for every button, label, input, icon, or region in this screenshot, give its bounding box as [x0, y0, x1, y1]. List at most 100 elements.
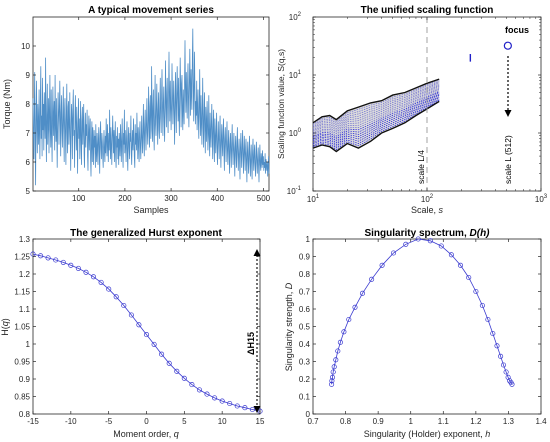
y-tick-label: 1.05: [14, 323, 30, 332]
scaling-curve-q: [312, 79, 440, 125]
y-axis-label: H(q): [0, 318, 10, 336]
spectrum-series-line: [331, 238, 513, 385]
focus-point-marker: [503, 41, 512, 50]
spectrum-point: [509, 381, 515, 387]
y-tick-label: 1.25: [14, 253, 30, 262]
x-axis-label-text: Scale,: [411, 205, 439, 215]
x-tick-label: 102: [421, 194, 434, 204]
hurst-point: [151, 341, 157, 347]
y-tick-label: 0.9: [19, 375, 31, 384]
scaling-curve-q: [312, 84, 440, 131]
spectrum-point: [337, 339, 343, 345]
hurst-point: [159, 351, 165, 357]
hurst-point: [219, 398, 225, 404]
series-group: [329, 236, 515, 387]
hurst-point: [227, 400, 233, 407]
x-tick-label: 1.1: [438, 417, 450, 426]
hurst-point: [249, 406, 255, 413]
focus-marks: [469, 41, 512, 62]
x-tick-label: 103: [535, 194, 548, 204]
y-axis-ticks: 5 6 7 8 9 10: [21, 42, 269, 196]
x-tick-label: 0.8: [340, 417, 352, 426]
x-tick-label: 101: [307, 194, 320, 204]
x-tick-label: 300: [164, 194, 178, 203]
y-axis-ticks: 0 0.1 0.2 0.3 0.4 0.5 0.6 0.7 0.8 0.9 1: [299, 235, 541, 419]
spectrum-point: [329, 374, 336, 380]
y-axis-label-var: q: [0, 321, 10, 326]
spectrum-point: [479, 302, 485, 309]
spectrum-point: [333, 357, 339, 363]
x-tick-label: 200: [118, 194, 132, 203]
spectrum-point: [498, 353, 504, 359]
hurst-point: [38, 253, 44, 259]
series-group: [32, 28, 270, 186]
scaling-curve-q: [312, 100, 440, 153]
y-tick-label: 0.2: [299, 375, 311, 384]
hurst-point: [234, 403, 240, 409]
spectrum-point: [473, 288, 479, 295]
x-tick-label: 1.4: [535, 417, 547, 426]
hurst-point: [212, 395, 218, 401]
x-axis-label: Singularity (Holder) exponent, h: [364, 429, 491, 439]
y-tick-label: 0.8: [299, 270, 311, 279]
scaling-curve-q: [312, 87, 440, 133]
chart-title-text: Singularity spectrum,: [364, 228, 469, 239]
x-tick-label: 0: [144, 417, 149, 426]
spectrum-point: [403, 241, 409, 247]
x-axis-ticks: -15 -10 -5 0 5 10 15: [27, 239, 265, 426]
focus-label: focus: [505, 25, 529, 35]
plot-area: [312, 238, 542, 415]
x-tick-label: 500: [257, 194, 271, 203]
hurst-point: [166, 360, 172, 366]
y-axis-label-text: Singularity strength,: [284, 289, 294, 371]
spectrum-point: [379, 262, 385, 268]
scaling-function-chart: The unified scaling function focus scale…: [276, 5, 548, 215]
spectrum-point: [329, 381, 335, 387]
y-tick-label: 1.3: [19, 235, 31, 244]
x-axis-label-text: Moment order,: [113, 429, 174, 439]
y-tick-label: 0.3: [299, 358, 311, 367]
x-tick-label: -5: [105, 417, 113, 426]
spectrum-point: [335, 348, 341, 354]
chart-title: Singularity spectrum, D(h): [364, 228, 490, 239]
scaling-band-group: [312, 78, 440, 153]
hurst-point: [45, 255, 51, 261]
scaling-curve-q: [312, 97, 440, 147]
hurst-point: [75, 265, 81, 271]
spectrum-point: [448, 252, 454, 258]
spectrum-point: [352, 304, 358, 310]
spectrum-point: [330, 369, 336, 375]
hurst-point: [83, 269, 89, 275]
x-tick-label: -10: [65, 417, 77, 426]
y-axis-label-var: D: [284, 282, 294, 289]
spectrum-point: [369, 276, 375, 282]
hurst-point: [121, 302, 127, 309]
scale-l4-label: scale L/4: [416, 150, 426, 184]
spectrum-point: [427, 238, 433, 244]
hurst-point: [174, 368, 180, 374]
x-axis-label: Moment order, q: [113, 429, 179, 439]
focus-arrow-head: [504, 110, 512, 117]
y-tick-label: 0.4: [299, 340, 311, 349]
delta-arrow-head-down: [253, 406, 261, 413]
y-axis-label-text: H(: [0, 326, 10, 336]
hurst-point: [196, 387, 203, 393]
spectrum-point: [507, 378, 513, 384]
spectrum-point: [457, 262, 464, 268]
spectrum-point: [503, 369, 509, 375]
chart-title-var: D(h): [470, 228, 491, 239]
hurst-point: [189, 382, 195, 388]
series-group: [30, 251, 263, 414]
scale-l-label: scale L (512): [503, 135, 513, 184]
hurst-point: [143, 332, 150, 338]
y-tick-label: 10: [21, 42, 30, 51]
y-tick-label: 0.85: [14, 393, 30, 402]
hurst-point: [113, 294, 119, 300]
x-axis-label: Samples: [133, 205, 169, 215]
x-axis-label-var: q: [174, 429, 179, 439]
hurst-point: [181, 375, 187, 381]
scaling-curve-q: [312, 81, 440, 126]
x-tick-label: 1.3: [503, 417, 515, 426]
y-tick-label: 0.7: [299, 288, 311, 297]
scaling-curve-q: [312, 82, 440, 128]
